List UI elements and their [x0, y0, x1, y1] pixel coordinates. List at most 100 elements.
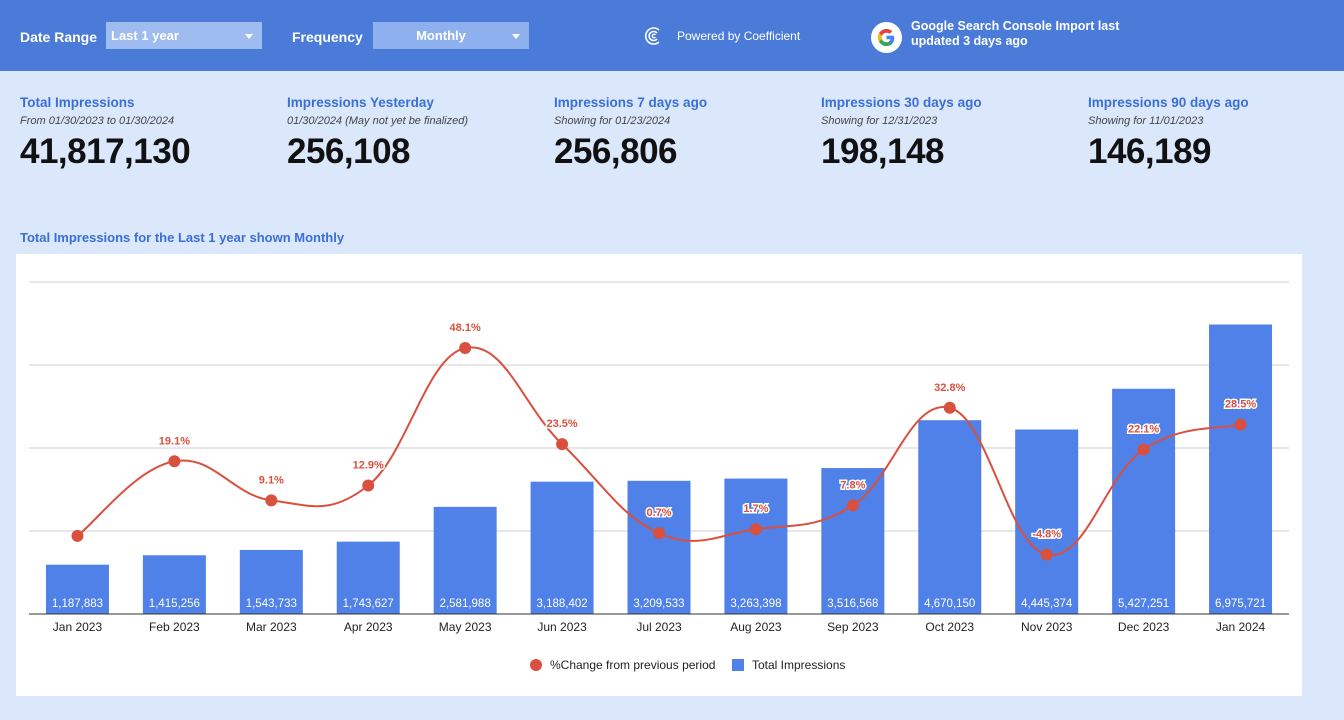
x-tick-label: Dec 2023: [1118, 620, 1170, 634]
google-logo-icon: [871, 22, 902, 53]
chevron-down-icon: [512, 34, 520, 39]
line-value-label: 9.1%: [259, 474, 284, 486]
bar-value-label: 4,445,374: [1021, 598, 1073, 610]
line-value-label: 22.1%: [1128, 424, 1159, 436]
line-point: [168, 455, 181, 468]
kpi-subtitle: 01/30/2024 (May not yet be finalized): [287, 115, 469, 127]
line-value-label: -4.8%: [1032, 529, 1061, 541]
bar: [142, 555, 206, 614]
x-tick-label: Feb 2023: [149, 620, 200, 634]
bar: [821, 468, 885, 614]
bar-value-label: 2,581,988: [440, 598, 491, 610]
chart-title: Total Impressions for the Last 1 year sh…: [20, 230, 345, 245]
bar: [45, 564, 109, 614]
bar: [627, 480, 691, 614]
bar: [1112, 388, 1176, 614]
line-value-label: 32.8%: [934, 382, 965, 394]
bar: [336, 541, 400, 614]
kpi-title: Total Impressions: [20, 95, 135, 110]
bar: [433, 506, 497, 614]
line-value-label: 19.1%: [159, 435, 190, 447]
bar-value-label: 3,516,568: [827, 598, 878, 610]
line-point: [846, 499, 859, 512]
chevron-down-icon: [245, 34, 253, 39]
kpi-subtitle: Showing for 11/01/2023: [1088, 115, 1204, 127]
legend-line-label: %Change from previous period: [550, 658, 715, 672]
bar-value-label: 5,427,251: [1118, 598, 1169, 610]
line-point: [1234, 418, 1247, 431]
x-tick-label: Jan 2024: [1216, 620, 1266, 634]
bar-value-label: 1,743,627: [343, 598, 394, 610]
x-tick-label: Aug 2023: [730, 620, 782, 634]
bar-value-label: 6,975,721: [1215, 598, 1266, 610]
frequency-value: Monthly: [416, 28, 466, 43]
kpi-impressions-7-days: Impressions 7 days ago Showing for 01/23…: [554, 95, 707, 172]
coefficient-logo-icon: [644, 27, 660, 45]
bar: [724, 478, 788, 614]
line-point: [1040, 548, 1053, 561]
x-tick-label: Jul 2023: [636, 620, 682, 634]
line-value-label: 1.7%: [743, 503, 768, 515]
kpi-title: Impressions 30 days ago: [821, 95, 982, 110]
kpi-impressions-yesterday: Impressions Yesterday 01/30/2024 (May no…: [287, 95, 468, 172]
bar-value-label: 1,187,883: [52, 598, 103, 610]
line-value-label: 28.5%: [1225, 399, 1256, 411]
legend-bar-marker: [732, 659, 744, 671]
kpi-value: 256,806: [554, 132, 678, 171]
bar-value-label: 1,543,733: [246, 598, 297, 610]
combo-chart: 1,187,883 1,415,256 1,543,733 1,743,627 2,58…: [29, 281, 1289, 672]
x-tick-label: Nov 2023: [1021, 620, 1073, 634]
kpi-value: 146,189: [1088, 132, 1212, 171]
x-tick-label: Oct 2023: [925, 620, 974, 634]
line-point: [943, 401, 956, 414]
line-point: [362, 479, 375, 492]
bar-value-label: 4,670,150: [924, 598, 975, 610]
bar-value-label: 1,415,256: [149, 598, 200, 610]
line-point: [459, 342, 472, 355]
x-tick-label: Jun 2023: [537, 620, 587, 634]
powered-by-text: Powered by Coefficient: [677, 29, 801, 43]
kpi-impressions-30-days: Impressions 30 days ago Showing for 12/3…: [821, 95, 982, 172]
top-bar: Date Range Last 1 year Frequency Monthly…: [0, 0, 1344, 71]
date-range-select[interactable]: Last 1 year: [106, 22, 262, 49]
line-point: [749, 523, 762, 536]
date-range-label: Date Range: [20, 29, 98, 45]
x-tick-label: Jan 2023: [53, 620, 103, 634]
bar: [1209, 324, 1273, 614]
x-tick-label: May 2023: [439, 620, 492, 634]
kpi-title: Impressions 7 days ago: [554, 95, 708, 110]
bar: [1015, 429, 1079, 614]
frequency-select[interactable]: Monthly: [373, 22, 529, 49]
line-point: [1137, 443, 1150, 456]
kpi-total-impressions: Total Impressions From 01/30/2023 to 01/…: [20, 95, 191, 172]
x-tick-label: Sep 2023: [827, 620, 879, 634]
kpi-subtitle: Showing for 01/23/2024: [554, 115, 671, 127]
import-status-text: Google Search Console Import last update…: [911, 19, 1120, 48]
line-value-label: 12.9%: [353, 459, 384, 471]
bar: [239, 549, 303, 614]
kpi-title: Impressions Yesterday: [287, 95, 434, 110]
kpi-impressions-90-days: Impressions 90 days ago Showing for 11/0…: [1088, 95, 1249, 172]
bar-value-label: 3,209,533: [633, 598, 684, 610]
kpi-subtitle: From 01/30/2023 to 01/30/2024: [20, 115, 175, 127]
kpi-title: Impressions 90 days ago: [1088, 95, 1249, 110]
frequency-label: Frequency: [292, 29, 363, 45]
kpi-value: 256,108: [287, 132, 411, 171]
legend-bar-label: Total Impressions: [752, 658, 845, 672]
legend-line-marker: [530, 659, 542, 671]
line-point: [556, 438, 569, 451]
chart-panel: 1,187,883 1,415,256 1,543,733 1,743,627 2,58…: [16, 254, 1302, 696]
kpi-subtitle: Showing for 12/31/2023: [821, 115, 938, 127]
bar: [918, 420, 982, 614]
x-tick-label: Apr 2023: [344, 620, 393, 634]
date-range-value: Last 1 year: [111, 28, 179, 43]
bar-value-label: 3,188,402: [536, 598, 587, 610]
x-tick-label: Mar 2023: [246, 620, 297, 634]
line-point: [71, 529, 84, 542]
line-value-label: 0.7%: [646, 507, 671, 519]
line-point: [265, 494, 278, 507]
line-value-label: 48.1%: [450, 322, 481, 334]
kpi-value: 198,148: [821, 132, 945, 171]
line-value-label: 7.8%: [840, 479, 865, 491]
kpi-value: 41,817,130: [20, 132, 191, 171]
